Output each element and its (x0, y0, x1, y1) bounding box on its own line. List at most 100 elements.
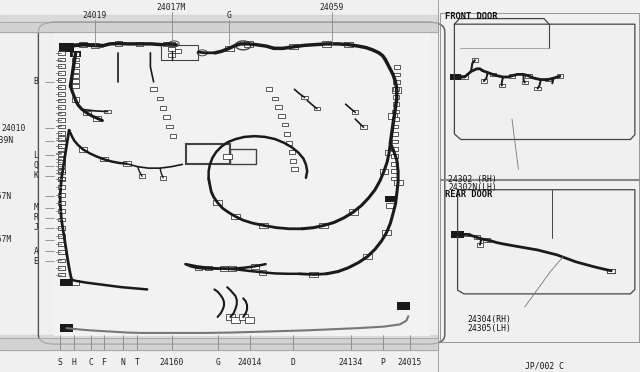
Bar (58, 92, 65, 96)
Text: 24167M: 24167M (0, 235, 12, 244)
Bar (58, 144, 65, 148)
Bar (226, 314, 235, 320)
Bar (393, 102, 399, 106)
Text: 24059: 24059 (319, 3, 344, 12)
Bar (490, 73, 496, 76)
Text: N: N (120, 358, 125, 367)
Bar (58, 164, 65, 168)
Bar (58, 51, 65, 55)
Bar (385, 150, 394, 155)
Bar (160, 106, 166, 110)
Bar (60, 279, 73, 286)
Bar (440, 180, 639, 342)
Bar (360, 125, 367, 129)
Bar (58, 58, 65, 61)
Bar (440, 13, 639, 179)
Bar (392, 147, 398, 151)
Bar (228, 266, 236, 271)
Text: D: D (291, 358, 296, 367)
Bar (115, 41, 122, 46)
Bar (150, 87, 157, 91)
Bar (394, 73, 400, 76)
Bar (175, 49, 181, 53)
Text: M: M (33, 203, 38, 212)
Bar (309, 272, 318, 277)
Bar (545, 78, 551, 81)
Bar (58, 112, 65, 115)
Bar (58, 118, 65, 122)
Bar (607, 269, 615, 273)
Bar (166, 125, 173, 128)
Bar (393, 95, 399, 99)
Bar (392, 117, 399, 121)
Text: E: E (33, 257, 38, 266)
Bar (322, 41, 331, 46)
Bar (58, 259, 65, 262)
Bar (344, 42, 353, 47)
Bar (168, 47, 175, 51)
Text: 24302N(LH): 24302N(LH) (448, 183, 497, 192)
Bar (72, 74, 79, 78)
Bar (58, 64, 65, 68)
Bar (314, 107, 320, 110)
Bar (72, 52, 79, 56)
Text: 24014: 24014 (237, 358, 262, 367)
Bar (163, 115, 170, 119)
Bar (393, 87, 399, 91)
Bar (349, 209, 358, 215)
Text: JP/002 C: JP/002 C (525, 362, 564, 371)
Bar (195, 266, 202, 270)
Bar (461, 75, 468, 79)
Bar (392, 125, 399, 128)
Bar (58, 85, 65, 89)
Bar (391, 169, 397, 173)
Bar (474, 235, 480, 239)
Bar (93, 116, 101, 121)
Bar (160, 176, 166, 180)
Bar (477, 243, 483, 247)
Bar (390, 177, 397, 180)
Text: 24017M: 24017M (157, 3, 186, 12)
Bar (472, 58, 478, 62)
Bar (72, 63, 79, 67)
Bar (239, 314, 248, 320)
Text: 24015: 24015 (397, 358, 422, 367)
Bar (58, 138, 65, 141)
Bar (557, 74, 563, 78)
Bar (231, 317, 240, 323)
Bar (58, 209, 65, 213)
Bar (363, 254, 372, 259)
Text: 24167N: 24167N (0, 192, 12, 201)
Text: K: K (33, 171, 38, 180)
Bar (58, 99, 65, 102)
Bar (170, 134, 176, 138)
Text: 24160: 24160 (159, 358, 184, 367)
Bar (157, 97, 163, 100)
Bar (58, 193, 65, 197)
Bar (186, 144, 230, 164)
Bar (392, 87, 401, 93)
Bar (352, 110, 358, 114)
Bar (58, 185, 65, 189)
Bar (220, 266, 228, 271)
Bar (59, 43, 74, 52)
Bar (163, 42, 170, 46)
Text: Q: Q (33, 161, 38, 170)
Text: A: A (33, 247, 38, 256)
Bar (450, 74, 461, 80)
Bar (58, 242, 65, 246)
Text: 24134: 24134 (339, 358, 363, 367)
Bar (72, 58, 79, 61)
Bar (392, 132, 398, 136)
Bar (205, 266, 212, 270)
Bar (525, 74, 532, 78)
Text: L: L (33, 151, 38, 160)
Text: 24305(LH): 24305(LH) (467, 324, 511, 333)
Bar (607, 269, 615, 273)
Bar (72, 79, 79, 83)
Bar (58, 160, 65, 164)
Bar (161, 45, 198, 60)
Text: 24304(RH): 24304(RH) (467, 315, 511, 324)
Bar (391, 162, 397, 166)
Text: H: H (72, 358, 77, 367)
